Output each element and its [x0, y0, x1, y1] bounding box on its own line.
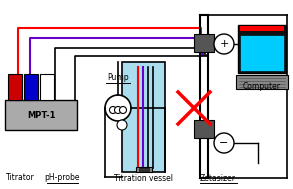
Text: Titration vessel: Titration vessel — [113, 174, 173, 183]
Text: pH-probe: pH-probe — [44, 173, 80, 182]
Bar — [24, 74, 38, 100]
Bar — [240, 26, 284, 31]
Circle shape — [214, 133, 234, 153]
Bar — [236, 75, 288, 89]
Circle shape — [120, 106, 127, 114]
Bar — [238, 25, 286, 73]
Bar — [194, 120, 214, 138]
Bar — [139, 168, 149, 171]
Text: Titrator: Titrator — [6, 173, 34, 182]
Circle shape — [110, 106, 117, 114]
Text: Computer: Computer — [243, 82, 281, 91]
Bar — [136, 167, 152, 172]
Text: +: + — [219, 39, 229, 49]
Circle shape — [105, 95, 131, 121]
Bar — [40, 74, 54, 100]
Bar — [194, 34, 214, 52]
Text: MPT-1: MPT-1 — [27, 111, 55, 119]
Text: Pump: Pump — [107, 73, 129, 82]
Circle shape — [115, 106, 122, 114]
Bar — [240, 35, 284, 71]
Bar — [5, 100, 77, 130]
Text: −: − — [219, 138, 229, 148]
Text: Zetasizer: Zetasizer — [200, 174, 236, 183]
Bar — [122, 62, 165, 172]
Bar — [8, 74, 22, 100]
Circle shape — [214, 34, 234, 54]
Circle shape — [117, 120, 127, 130]
